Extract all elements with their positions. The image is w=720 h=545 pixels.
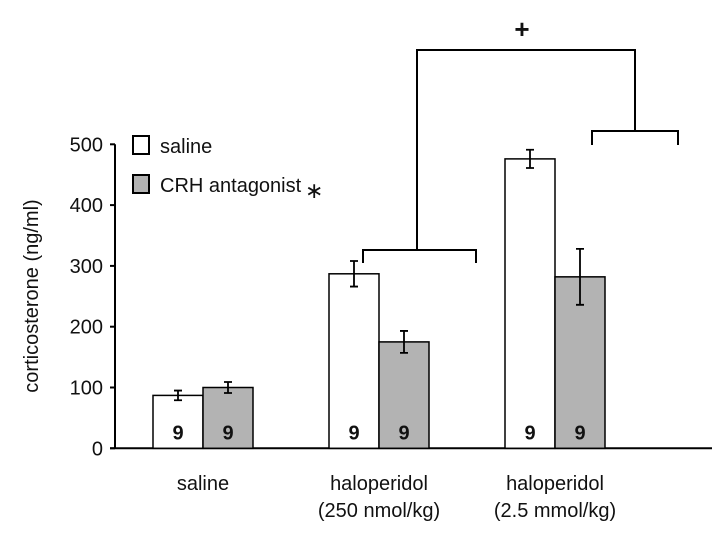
error-bar (526, 148, 534, 169)
y-axis-label: corticosterone (ng/ml) (21, 199, 43, 392)
y-tick-label: 300 (70, 256, 103, 278)
legend-asterisk: ∗ (305, 178, 323, 203)
legend-swatch-crh (132, 174, 150, 194)
bar-saline (504, 158, 556, 450)
legend-label-saline: saline (160, 136, 212, 158)
y-tick-label: 400 (70, 195, 103, 217)
x-tick-label: (250 nmol/kg) (318, 500, 440, 522)
bracket-between-doses (416, 49, 636, 250)
n-label: 9 (398, 422, 409, 444)
legend-label-crh: CRH antagonist (160, 175, 302, 197)
bracket-low-dose (362, 249, 477, 263)
legend: saline CRH antagonist ∗ (132, 135, 323, 203)
n-label: 9 (574, 422, 585, 444)
legend-swatch-saline (132, 135, 150, 155)
n-label: 9 (524, 422, 535, 444)
axes: 0 100 200 300 400 500 saline haloperidol (250 nm… (70, 134, 712, 522)
y-tick-label: 0 (92, 438, 103, 460)
error-bar (224, 381, 232, 394)
error-bar (576, 247, 584, 306)
n-label: 9 (222, 422, 233, 444)
plus-annotation: + (514, 14, 529, 44)
error-bar (400, 330, 408, 354)
bar-saline (328, 273, 380, 450)
error-bar (350, 260, 358, 288)
x-tick-label: haloperidol (506, 473, 604, 495)
bar-crh-antagonist (378, 341, 430, 450)
x-tick-label: (2.5 mmol/kg) (494, 500, 616, 522)
y-tick-label: 500 (70, 134, 103, 156)
y-tick-label: 100 (70, 378, 103, 400)
n-label: 9 (348, 422, 359, 444)
x-tick-label: haloperidol (330, 473, 428, 495)
error-bar (174, 389, 182, 402)
y-tick-label: 200 (70, 317, 103, 339)
significance-brackets: + (362, 14, 679, 263)
bars: 9 9 9 9 9 9 (152, 148, 606, 450)
bracket-high-dose (591, 130, 679, 145)
n-label: 9 (172, 422, 183, 444)
x-tick-label: saline (177, 473, 229, 495)
